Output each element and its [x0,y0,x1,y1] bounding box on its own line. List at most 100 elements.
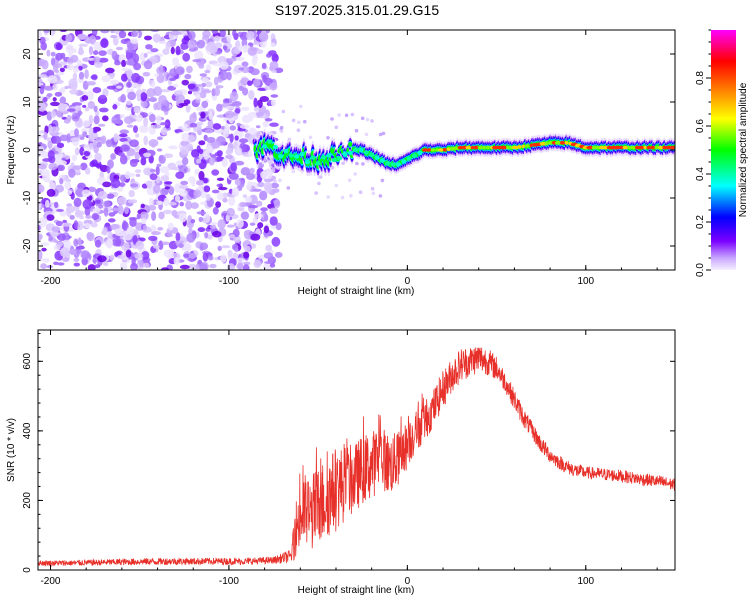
track-core [374,155,380,160]
track-core [331,157,337,163]
noise-blob [148,235,158,241]
noise-blob [54,201,59,209]
noise-blob [198,263,208,270]
noise-blob [231,187,240,198]
noise-blob [364,132,369,137]
noise-blob [201,100,209,109]
noise-blob [181,128,191,132]
noise-blob [190,202,199,210]
noise-blob [127,91,137,101]
noise-blob [252,217,258,222]
y-tick-label: 0 [22,147,33,153]
noise-blob [261,62,267,69]
noise-blob [115,46,124,51]
noise-blob [72,165,83,170]
noise-blob [198,216,204,223]
noise-blob [252,188,262,192]
noise-blob [156,163,162,167]
noise-blob [187,263,197,270]
track-core [599,145,605,150]
noise-blob [247,46,257,56]
noise-blob [66,57,74,65]
noise-blob [370,186,375,191]
noise-blob [42,96,48,103]
noise-blob [132,235,138,245]
noise-blob [303,119,307,124]
noise-blob [148,139,159,147]
noise-blob [207,234,213,240]
noise-blob [199,91,207,99]
noise-blob [108,212,116,217]
noise-blob [38,57,43,67]
noise-blob [340,195,345,200]
noise-blob [87,264,96,270]
noise-blob [51,226,61,233]
noise-blob [56,142,65,148]
track-core [310,155,316,160]
noise-blob [38,224,41,231]
noise-blob [270,94,279,98]
noise-blob [141,217,147,225]
track-core [422,148,429,152]
noise-blob [233,235,241,243]
noise-blob [143,60,153,70]
noise-blob [81,95,89,101]
noise-blob [229,91,239,102]
noise-blob [222,198,228,203]
track-core [417,150,423,156]
noise-blob [135,133,140,138]
noise-blob [144,35,152,41]
noise-blob [44,211,54,215]
noise-blob [269,207,279,214]
noise-blob [113,133,119,143]
noise-blob [239,201,247,208]
noise-blob [73,220,79,229]
track-core [430,148,436,152]
track-core [267,139,273,144]
noise-blob [129,139,139,148]
noise-blob [117,204,124,215]
noise-blob [121,73,128,82]
track-core [665,145,672,150]
track-core [544,141,550,145]
noise-blob [38,163,47,170]
noise-blob [119,182,126,188]
noise-blob [178,243,184,249]
noise-blob [330,117,334,121]
noise-blob [181,242,189,251]
track-core [539,142,547,146]
noise-blob [38,184,45,194]
noise-blob [217,235,223,243]
spectrogram-x-axis-label: Height of straight line (km) [298,286,415,297]
noise-blob [247,80,253,86]
noise-blob [87,57,95,61]
noise-blob [140,127,147,131]
noise-blob [49,182,56,191]
track-core [637,145,645,150]
track-core [379,158,385,163]
noise-blob [174,240,185,245]
noise-blob [242,194,248,199]
noise-blob [226,32,232,43]
noise-blob [53,63,63,68]
noise-blob [361,162,365,166]
noise-blob [40,41,47,51]
noise-blob [129,217,137,227]
track-core [646,145,652,150]
noise-blob [257,99,263,109]
noise-blob [273,199,281,209]
noise-blob [74,128,79,138]
noise-blob [86,81,96,86]
snr-series-line [38,347,675,568]
noise-blob [236,257,244,263]
noise-blob [143,167,152,176]
noise-blob [56,208,64,212]
noise-blob [102,181,112,188]
noise-blob [52,135,62,144]
noise-blob [206,136,216,143]
noise-blob [259,190,268,201]
noise-blob [136,93,141,102]
noise-blob [253,97,258,108]
noise-blob [119,154,128,165]
noise-blob [216,177,225,181]
